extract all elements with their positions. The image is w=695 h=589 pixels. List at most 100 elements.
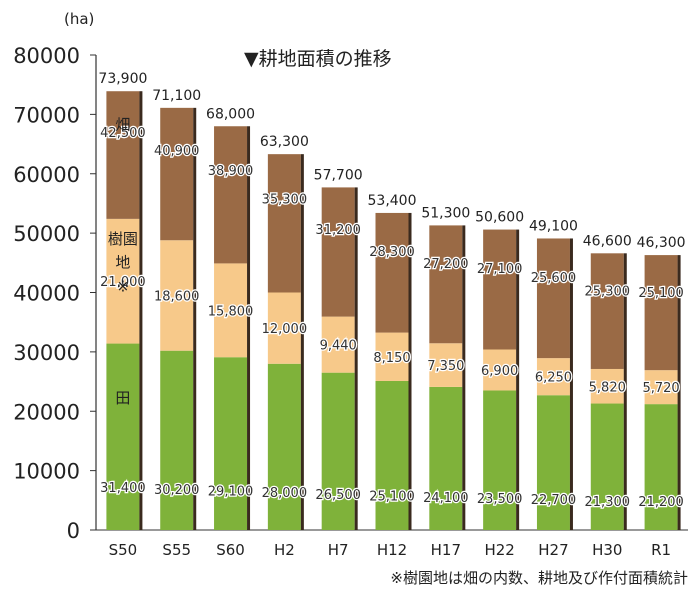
y-tick-label: 30000 bbox=[13, 341, 80, 365]
x-tick-label: H22 bbox=[484, 541, 514, 559]
bar-shadow bbox=[408, 212, 412, 530]
bar-value-label: 40,900 bbox=[154, 144, 200, 159]
bar-value-label: 31,200 bbox=[315, 223, 361, 238]
bar-segment bbox=[429, 343, 463, 387]
y-tick-label: 20000 bbox=[13, 400, 80, 424]
bar-value-label: 5,720 bbox=[642, 381, 679, 396]
bar-segment bbox=[644, 404, 678, 530]
bar-value-label: 12,000 bbox=[262, 322, 308, 337]
bar-segment bbox=[644, 370, 678, 405]
bar-value-label: 7,350 bbox=[427, 359, 464, 374]
bar-segment bbox=[483, 229, 517, 350]
bar-total-label: 50,600 bbox=[475, 210, 524, 226]
bar-segment bbox=[483, 390, 517, 530]
x-tick-label: H12 bbox=[377, 541, 407, 559]
footnote: ※樹園地は畑の内数、耕地及び作付面積統計 bbox=[390, 569, 688, 587]
bar-shadow bbox=[569, 238, 573, 530]
bar-value-label: 31,400 bbox=[100, 481, 146, 496]
y-tick-label: 70000 bbox=[13, 103, 80, 127]
bar-value-label: 25,300 bbox=[585, 284, 631, 299]
x-tick-label: S60 bbox=[216, 541, 245, 559]
bar-value-label: 25,600 bbox=[531, 271, 577, 286]
bar-segment bbox=[106, 218, 140, 344]
bar-total-label: 71,100 bbox=[152, 88, 201, 104]
bar-segment bbox=[321, 372, 355, 530]
bar-value-label: 29,100 bbox=[208, 484, 254, 499]
bar-value-label: 5,820 bbox=[589, 380, 626, 395]
bar-value-label: 9,440 bbox=[320, 339, 357, 354]
bar-total-label: 53,400 bbox=[368, 193, 417, 209]
bar-segment bbox=[483, 349, 517, 391]
bar-total-label: 49,100 bbox=[529, 218, 578, 234]
bar-segment bbox=[267, 292, 301, 364]
legend-ta-label: 田 bbox=[115, 389, 130, 407]
unit-label: (ha) bbox=[64, 10, 94, 28]
y-tick-label: 60000 bbox=[13, 163, 80, 187]
x-tick-label: H17 bbox=[431, 541, 461, 559]
bar-segment bbox=[160, 350, 194, 530]
bar-total-label: 68,000 bbox=[206, 106, 255, 122]
bar-segment bbox=[590, 253, 624, 369]
bar-shadow bbox=[300, 154, 304, 530]
bar-segment bbox=[375, 212, 409, 333]
bar-value-label: 26,500 bbox=[315, 488, 361, 503]
bar-value-label: 35,300 bbox=[262, 192, 308, 207]
bar-segment bbox=[321, 316, 355, 373]
bar-shadow bbox=[354, 187, 358, 530]
chart-title: ▼耕地面積の推移 bbox=[244, 48, 392, 70]
bar-segment bbox=[429, 386, 463, 530]
y-tick-label: 0 bbox=[67, 519, 80, 543]
bar-value-label: 15,800 bbox=[208, 304, 254, 319]
bar-value-label: 21,000 bbox=[100, 275, 146, 290]
bar-value-label: 18,600 bbox=[154, 289, 200, 304]
bar-segment bbox=[214, 263, 248, 358]
bar-total-label: 51,300 bbox=[421, 205, 470, 221]
bar-value-label: 21,200 bbox=[638, 495, 684, 510]
bar-total-label: 73,900 bbox=[98, 71, 147, 87]
y-tick-label: 80000 bbox=[13, 44, 80, 68]
bar-value-label: 25,100 bbox=[369, 490, 415, 505]
bar-segment bbox=[106, 91, 140, 219]
bar-value-label: 8,150 bbox=[373, 351, 410, 366]
bar-segment bbox=[375, 332, 409, 381]
x-tick-label: H7 bbox=[328, 541, 349, 559]
bar-segment bbox=[267, 154, 301, 293]
y-tick-label: 10000 bbox=[13, 460, 80, 484]
bar-shadow bbox=[462, 225, 466, 530]
bar-value-label: 6,900 bbox=[481, 364, 518, 379]
bar-segment bbox=[160, 240, 194, 351]
y-tick-label: 40000 bbox=[13, 282, 80, 306]
bar-total-label: 46,600 bbox=[583, 233, 632, 249]
y-tick-label: 50000 bbox=[13, 222, 80, 246]
bar-value-label: 27,100 bbox=[477, 262, 523, 277]
bar-segment bbox=[106, 343, 140, 530]
bar-segment bbox=[214, 126, 248, 264]
bar-segment bbox=[160, 107, 194, 241]
legend-hatake-label: 畑 bbox=[115, 115, 130, 133]
bar-value-label: 28,300 bbox=[369, 245, 415, 260]
bar-value-label: 30,200 bbox=[154, 483, 200, 498]
bar-value-label: 21,300 bbox=[585, 495, 631, 510]
bar-value-label: 28,000 bbox=[262, 486, 308, 501]
bar-shadow bbox=[623, 253, 627, 530]
bar-segment bbox=[590, 368, 624, 404]
legend-juenchi-note: ※ bbox=[117, 277, 130, 295]
x-tick-label: H30 bbox=[592, 541, 622, 559]
bar-segment bbox=[536, 358, 570, 396]
x-tick-label: H2 bbox=[274, 541, 295, 559]
bar-shadow bbox=[247, 126, 251, 530]
bar-shadow bbox=[516, 229, 520, 530]
bar-segment bbox=[536, 238, 570, 359]
x-tick-label: R1 bbox=[651, 541, 671, 559]
bar-shadow bbox=[139, 91, 143, 530]
bar-segment bbox=[644, 255, 678, 371]
x-tick-label: S55 bbox=[162, 541, 191, 559]
bar-total-label: 57,700 bbox=[314, 167, 363, 183]
bar-shadow bbox=[193, 107, 197, 530]
bar-segment bbox=[536, 395, 570, 530]
bar-value-label: 23,500 bbox=[477, 492, 523, 507]
legend-juenchi-label: 地 bbox=[115, 254, 130, 272]
bar-value-label: 24,100 bbox=[423, 491, 469, 506]
bar-value-label: 25,100 bbox=[638, 286, 684, 301]
